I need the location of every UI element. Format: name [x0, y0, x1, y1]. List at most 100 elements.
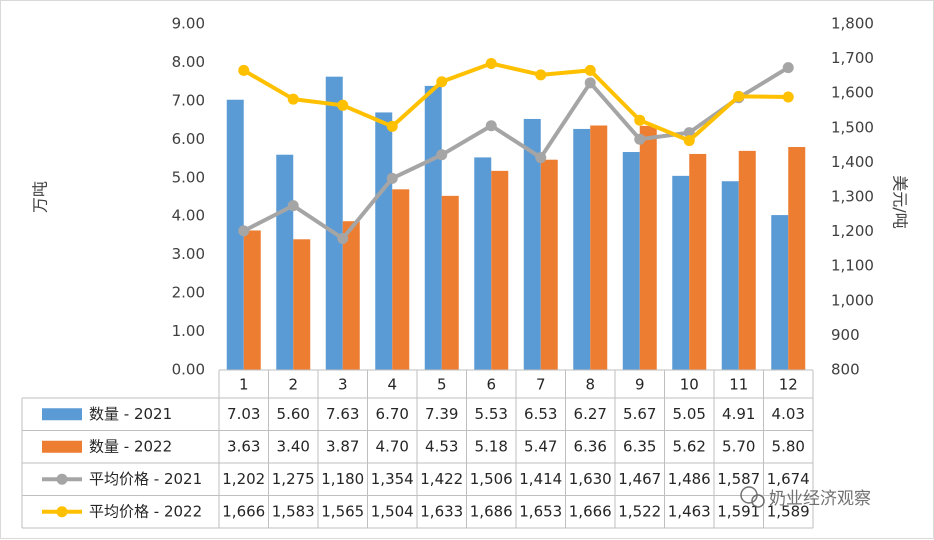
line-marker [535, 152, 547, 164]
data-label: 1,666 [222, 502, 265, 520]
bar [276, 154, 294, 370]
line-marker [287, 200, 299, 212]
line-marker [634, 133, 646, 145]
y-axis-title: 万吨 [31, 181, 50, 213]
wechat-icon [751, 494, 765, 508]
y2-axis-tick-label: 1,600 [831, 84, 874, 102]
y-axis-tick-label: 5.00 [172, 168, 205, 186]
series-line [242, 65, 790, 241]
data-label: 1,565 [321, 502, 364, 520]
line-marker [485, 57, 497, 69]
line-marker [337, 233, 349, 245]
x-axis-tick-label: 7 [536, 376, 546, 394]
bar [672, 175, 690, 370]
line-marker [782, 91, 794, 103]
line-marker [782, 62, 794, 74]
x-axis-tick-label: 4 [387, 376, 397, 394]
bar [639, 125, 657, 370]
data-label: 3.87 [326, 437, 359, 455]
data-label: 4.70 [376, 437, 409, 455]
data-label: 5.70 [722, 437, 755, 455]
data-label: 1,275 [272, 470, 315, 488]
bar [788, 147, 806, 370]
data-label: 5.18 [475, 437, 508, 455]
x-axis-tick-label: 10 [680, 376, 699, 394]
bar [293, 239, 311, 370]
data-label: 1,202 [222, 470, 265, 488]
legend-label: 平均价格 - 2022 [89, 502, 202, 520]
bar [226, 99, 244, 370]
line-marker [683, 127, 695, 139]
legend-key [42, 440, 82, 453]
bar [689, 153, 707, 370]
y-axis-tick-label: 9.00 [172, 15, 205, 33]
bar [424, 85, 442, 370]
bar [243, 230, 261, 370]
line-marker [436, 149, 448, 161]
data-label: 6.27 [574, 405, 607, 423]
bar [738, 150, 756, 370]
legend-key [56, 506, 68, 518]
data-label: 1,180 [321, 470, 364, 488]
data-label: 7.63 [326, 405, 359, 423]
bar [721, 181, 739, 370]
data-label: 5.80 [772, 437, 805, 455]
watermark-text: 奶业经济观察 [769, 489, 871, 509]
data-label: 1,486 [668, 470, 711, 488]
legend-label: 数量 - 2022 [89, 437, 172, 455]
bar [342, 221, 360, 370]
data-label: 1,504 [371, 502, 414, 520]
bar [491, 170, 509, 370]
data-label: 6.35 [623, 437, 656, 455]
line-marker [436, 76, 448, 88]
watermark: 奶业经济观察 [740, 486, 871, 509]
bar [523, 118, 541, 370]
data-label: 5.47 [524, 437, 557, 455]
bar [590, 125, 608, 370]
y2-axis-tick-label: 1,500 [831, 118, 874, 136]
data-label: 7.39 [425, 405, 458, 423]
data-label: 4.53 [425, 437, 458, 455]
data-label: 1,463 [668, 502, 711, 520]
x-axis-tick-label: 1 [239, 376, 249, 394]
y2-axis-tick-label: 1,400 [831, 153, 874, 171]
y2-axis-tick-label: 1,100 [831, 257, 874, 275]
y-axis-tick-label: 4.00 [172, 207, 205, 225]
data-label: 6.36 [574, 437, 607, 455]
data-label: 6.53 [524, 405, 557, 423]
y2-axis-tick-label: 900 [831, 326, 860, 344]
line-marker [386, 120, 398, 132]
bar [771, 215, 789, 370]
data-label: 3.40 [277, 437, 310, 455]
data-label: 1,630 [569, 470, 612, 488]
data-label: 5.53 [475, 405, 508, 423]
data-label: 4.91 [722, 405, 755, 423]
y-axis-tick-label: 7.00 [172, 91, 205, 109]
line-marker [238, 225, 250, 237]
data-label: 1,589 [767, 502, 810, 520]
line-marker [634, 114, 646, 126]
data-label: 1,591 [717, 502, 760, 520]
y2-axis-tick-label: 1,800 [831, 15, 874, 33]
bar [573, 128, 591, 370]
data-label: 1,522 [618, 502, 661, 520]
x-axis-tick-label: 5 [437, 376, 447, 394]
data-label: 4.03 [772, 405, 805, 423]
y-axis-tick-label: 0.00 [172, 361, 205, 379]
data-label: 1,633 [420, 502, 463, 520]
y2-axis-title: 美元/吨 [891, 175, 910, 228]
data-label: 5.60 [277, 405, 310, 423]
y-axis-tick-label: 8.00 [172, 53, 205, 71]
y2-axis-tick-label: 1,300 [831, 188, 874, 206]
series-line [242, 61, 789, 143]
line-marker [238, 64, 250, 76]
data-label: 1,587 [717, 470, 760, 488]
x-axis-tick-label: 3 [338, 376, 348, 394]
bar [375, 112, 393, 370]
data-label: 1,422 [420, 470, 463, 488]
x-axis-tick-label: 6 [486, 376, 496, 394]
x-axis-tick-label: 2 [288, 376, 298, 394]
x-axis-tick-label: 12 [779, 376, 798, 394]
data-label: 1,354 [371, 470, 414, 488]
